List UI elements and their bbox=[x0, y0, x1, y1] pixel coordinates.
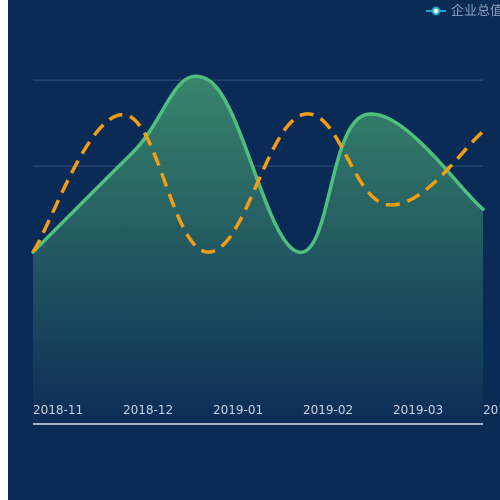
x-tick-label: 2019-03 bbox=[393, 403, 443, 417]
x-tick-label: 2018-11 bbox=[33, 403, 83, 417]
x-axis: 2018-11 2018-12 2019-01 2019-02 2019-03 2019-… bbox=[33, 403, 500, 425]
x-tick-label: 2019-04 bbox=[483, 403, 500, 417]
x-tick-label: 2019-02 bbox=[303, 403, 353, 417]
x-tick-label: 2018-12 bbox=[123, 403, 173, 417]
series-area-fill bbox=[33, 76, 483, 425]
series-line-area bbox=[31, 74, 485, 254]
series-line-dashed bbox=[31, 112, 485, 254]
area-fill-layer bbox=[33, 76, 483, 425]
legend-label: 企业总值 bbox=[451, 3, 500, 19]
legend-circle-icon bbox=[431, 6, 441, 16]
x-tick-label: 2019-01 bbox=[213, 403, 263, 417]
legend[interactable]: 企业总值 bbox=[426, 3, 500, 19]
series-layer bbox=[31, 74, 485, 254]
